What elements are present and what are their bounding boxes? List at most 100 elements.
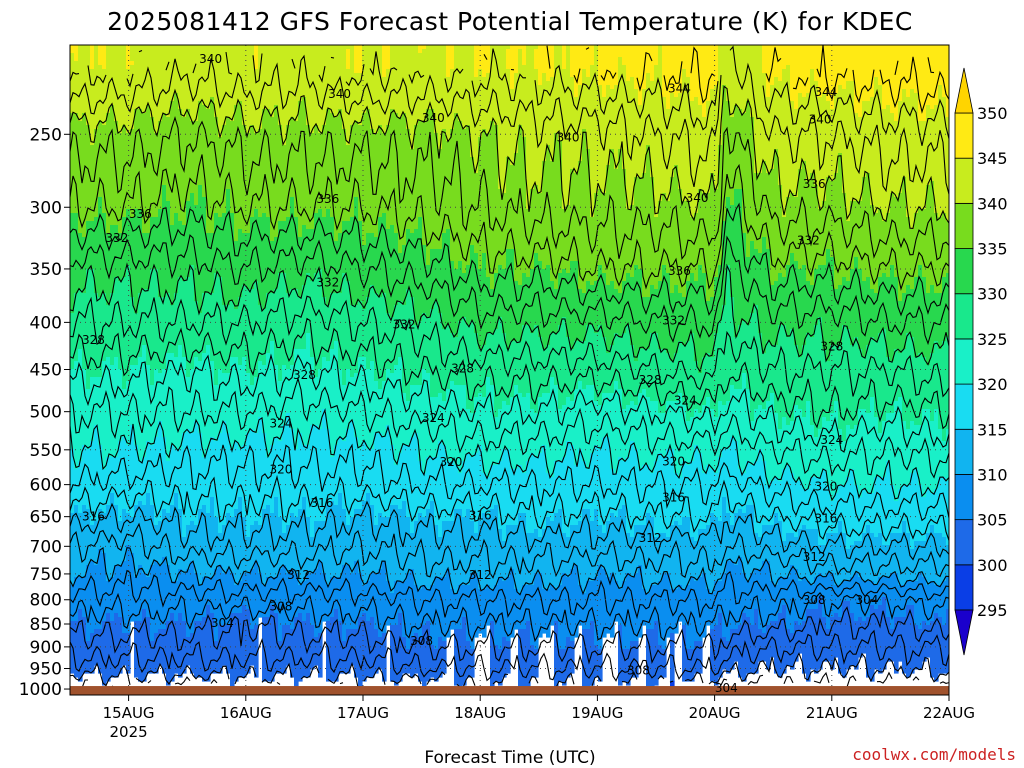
contour-line — [70, 606, 949, 665]
band-cell — [198, 313, 203, 362]
band-cell — [334, 445, 339, 506]
band-cell — [850, 201, 855, 270]
contour-label: 340 — [809, 113, 832, 127]
band-cell — [226, 189, 231, 306]
y-tick-label: 500 — [30, 403, 62, 423]
band-cell — [930, 525, 935, 582]
band-cell — [90, 441, 95, 526]
band-cell — [518, 45, 523, 50]
band-cell — [922, 277, 927, 358]
band-cell — [162, 297, 167, 370]
band-cell — [654, 289, 659, 334]
band-cell — [538, 261, 543, 338]
band-cell — [466, 641, 471, 678]
band-cell — [810, 69, 815, 174]
band-cell — [410, 569, 415, 638]
band-cell — [346, 629, 351, 674]
band-cell — [738, 189, 743, 326]
band-cell — [518, 593, 523, 630]
band-cell — [422, 313, 427, 370]
band-cell — [106, 45, 111, 114]
contour-label: 304 — [856, 593, 879, 607]
band-cell — [394, 465, 399, 506]
band-cell — [374, 293, 379, 382]
band-cell — [650, 177, 655, 286]
band-cell — [766, 45, 771, 98]
band-cell — [682, 297, 687, 346]
band-cell — [930, 45, 935, 110]
band-cell — [522, 397, 527, 474]
band-cell — [166, 117, 171, 202]
grid-lines — [70, 45, 949, 695]
band-cell — [802, 417, 807, 490]
contour-label: 340 — [686, 191, 709, 205]
band-cell — [870, 581, 875, 606]
band-cell — [450, 589, 455, 630]
band-cell — [402, 245, 407, 306]
band-cell — [478, 445, 483, 522]
band-cell — [538, 573, 543, 638]
band-cell — [726, 265, 731, 402]
band-cell — [642, 389, 647, 466]
band-cell — [250, 525, 255, 570]
band-cell — [250, 569, 255, 630]
band-cell — [502, 581, 507, 638]
band-cell — [730, 385, 735, 438]
band-cell — [158, 121, 163, 210]
band-cell — [82, 505, 87, 578]
band-cell — [430, 457, 435, 502]
band-cell — [182, 45, 187, 118]
band-cell — [842, 601, 847, 678]
band-cell — [338, 233, 343, 294]
band-cell — [198, 509, 203, 586]
band-cell — [942, 537, 947, 582]
band-cell — [710, 45, 715, 90]
band-cell — [286, 125, 291, 218]
band-cell — [530, 453, 535, 534]
contour-label: 312 — [639, 531, 662, 545]
band-cell — [894, 277, 899, 350]
band-cell — [922, 45, 927, 122]
band-cell — [894, 349, 899, 402]
band-cell — [514, 341, 519, 386]
band-cell — [602, 193, 607, 274]
band-cell — [142, 289, 147, 346]
band-cell — [490, 465, 495, 510]
band-cell — [622, 333, 627, 410]
band-cell — [698, 373, 703, 414]
band-cell — [534, 69, 539, 186]
band-cell — [594, 45, 599, 194]
colorbar-label: 340 — [977, 194, 1008, 213]
band-cell — [746, 505, 751, 582]
band-cell — [810, 173, 815, 286]
band-cell — [714, 189, 719, 278]
band-cell — [634, 265, 639, 362]
band-cell — [430, 309, 435, 398]
band-cell — [102, 553, 107, 622]
band-cell — [86, 389, 91, 450]
band-cell — [926, 45, 931, 106]
chart-title: 2025081412 GFS Forecast Potential Temper… — [107, 7, 913, 36]
band-cell — [390, 317, 395, 374]
band-cell — [650, 285, 655, 334]
band-cell — [558, 649, 563, 682]
band-cell — [462, 273, 467, 318]
band-cell — [866, 581, 871, 618]
band-cell — [282, 365, 287, 426]
band-cell — [110, 105, 115, 226]
band-cell — [494, 645, 499, 682]
band-cell — [406, 517, 411, 574]
band-cell — [634, 405, 639, 450]
band-cell — [778, 273, 783, 326]
band-cell — [366, 297, 371, 370]
band-cell — [678, 525, 683, 586]
band-cell — [670, 589, 675, 634]
band-cell — [474, 333, 479, 398]
band-cell — [566, 537, 571, 578]
band-cell — [462, 129, 467, 274]
band-cell — [106, 457, 111, 506]
band-cell — [806, 93, 811, 182]
band-cell — [174, 493, 179, 582]
band-cell — [922, 209, 927, 278]
